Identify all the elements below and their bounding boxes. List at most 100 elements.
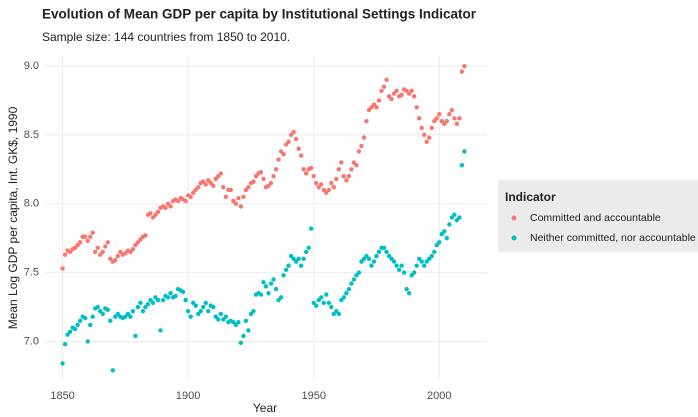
point: [128, 314, 133, 319]
point: [394, 88, 399, 94]
point: [394, 263, 399, 268]
point: [188, 314, 193, 319]
point: [301, 256, 306, 262]
legend-box: [498, 180, 698, 252]
point: [424, 139, 429, 144]
point: [329, 304, 334, 310]
point: [404, 286, 409, 292]
point: [108, 318, 113, 323]
point: [286, 263, 291, 268]
point: [67, 329, 73, 335]
point: [85, 238, 90, 244]
point: [427, 135, 432, 140]
point: [447, 222, 452, 227]
point: [406, 291, 412, 296]
point: [419, 259, 424, 264]
point: [359, 143, 364, 149]
point: [193, 303, 198, 308]
point: [361, 135, 367, 140]
point: [391, 259, 397, 264]
point: [459, 69, 465, 74]
point: [88, 234, 93, 239]
point: [85, 339, 90, 344]
point: [258, 169, 264, 175]
point: [105, 307, 110, 312]
point: [223, 194, 229, 200]
point: [354, 162, 359, 168]
point: [437, 240, 442, 245]
y-tick-label: 7.5: [24, 266, 39, 278]
point: [148, 211, 153, 216]
point: [158, 328, 163, 333]
y-tick-label: 9.0: [24, 60, 39, 72]
point: [319, 295, 324, 300]
point: [268, 180, 274, 186]
legend-title: Indicator: [505, 190, 556, 204]
point: [206, 308, 211, 314]
point: [351, 277, 357, 282]
point: [452, 212, 457, 217]
chart-subtitle: Sample size: 144 countries from 1850 to …: [42, 30, 290, 44]
point: [238, 340, 244, 346]
point: [115, 253, 121, 259]
point: [90, 230, 95, 235]
point: [113, 257, 118, 263]
point: [416, 116, 422, 121]
point: [77, 240, 83, 245]
point: [105, 240, 110, 245]
point: [160, 297, 166, 303]
point: [271, 173, 276, 179]
point: [218, 171, 223, 176]
point: [298, 263, 304, 268]
point: [163, 205, 168, 211]
point: [268, 281, 274, 286]
point: [396, 267, 402, 273]
point: [62, 252, 68, 257]
point: [130, 246, 136, 252]
point: [155, 297, 161, 303]
point: [278, 295, 284, 300]
point: [183, 297, 188, 303]
point: [444, 235, 450, 241]
point: [459, 162, 465, 168]
point: [271, 277, 276, 282]
point: [457, 215, 462, 220]
point: [414, 263, 419, 268]
point: [236, 319, 241, 325]
point: [411, 94, 417, 99]
point: [344, 291, 349, 296]
point: [296, 146, 301, 151]
point: [168, 291, 173, 296]
legend-swatch: [511, 235, 517, 241]
y-tick-label: 7.0: [24, 335, 39, 347]
point: [221, 185, 226, 190]
point: [331, 185, 337, 190]
point: [150, 300, 156, 306]
point: [246, 328, 251, 333]
point: [201, 304, 206, 310]
legend-label: Committed and accountable: [530, 212, 661, 224]
point: [329, 180, 334, 186]
point: [346, 173, 352, 179]
point: [356, 149, 362, 154]
point: [399, 92, 404, 98]
point: [143, 233, 148, 238]
point: [376, 98, 382, 103]
x-tick-label: 1950: [301, 390, 325, 402]
point: [442, 229, 447, 234]
point: [311, 173, 316, 179]
point: [135, 304, 141, 310]
point: [339, 160, 344, 165]
point: [173, 293, 178, 299]
point: [344, 178, 349, 183]
point: [283, 267, 289, 273]
point: [303, 249, 309, 255]
point: [447, 112, 452, 117]
point: [411, 270, 417, 275]
point: [356, 270, 362, 275]
point: [314, 180, 319, 186]
point: [381, 84, 387, 89]
point: [437, 112, 442, 117]
point: [183, 198, 188, 204]
